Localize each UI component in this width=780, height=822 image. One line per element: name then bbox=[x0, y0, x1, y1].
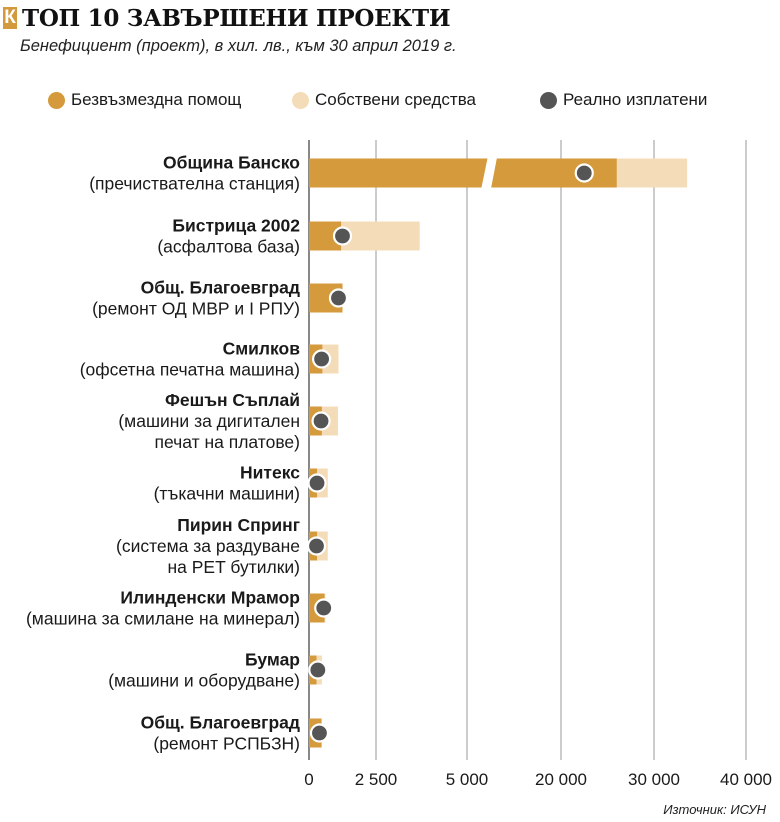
paid-dot bbox=[306, 536, 327, 556]
source-note: Източник: ИСУН bbox=[663, 802, 766, 817]
paid-dot bbox=[309, 723, 330, 743]
legend-label-own: Собствени средства bbox=[315, 90, 477, 109]
x-tick-label: 40 000 bbox=[720, 770, 772, 789]
paid-dot bbox=[311, 349, 332, 369]
category-description: (офсетна печатна машина) bbox=[80, 360, 300, 380]
category-name: Общ. Благоевград bbox=[141, 278, 300, 298]
x-tick-label: 5 000 bbox=[446, 770, 489, 789]
paid-dot bbox=[328, 288, 349, 308]
category-name: Пирин Спринг bbox=[177, 515, 300, 535]
paid-dot bbox=[307, 473, 327, 493]
x-tick-label: 30 000 bbox=[628, 770, 680, 789]
category-description: (тъкачни машини) bbox=[154, 484, 300, 504]
category-description: (машини и оборудване) bbox=[108, 671, 300, 691]
chart-legend: Безвъзмездна помощ Собствени средства Ре… bbox=[0, 90, 780, 116]
x-tick-label: 20 000 bbox=[535, 770, 587, 789]
paid-dot bbox=[574, 163, 594, 183]
legend-swatch-own bbox=[292, 91, 309, 109]
legend-label-grant: Безвъзмездна помощ bbox=[71, 90, 242, 109]
x-tick-label: 2 500 bbox=[355, 770, 398, 789]
chart-subtitle: Бенефициент (проект), в хил. лв., към 30… bbox=[20, 37, 457, 55]
paid-dot bbox=[314, 598, 334, 618]
axis-break-mark bbox=[482, 157, 497, 189]
bar-own-funds bbox=[341, 221, 420, 251]
x-tick-label: 0 bbox=[304, 770, 313, 789]
category-description: (ремонт РСПБЗН) bbox=[153, 734, 300, 754]
legend-item-own: Собствени средства bbox=[292, 90, 476, 110]
legend-item-paid: Реално изплатени bbox=[540, 90, 707, 110]
category-description: (асфалтова база) bbox=[157, 237, 300, 257]
paid-dot bbox=[308, 660, 328, 680]
bar-own-funds bbox=[616, 158, 688, 188]
legend-item-grant: Безвъзмездна помощ bbox=[48, 90, 241, 110]
category-description: (машина за смилане на минерал) bbox=[26, 609, 300, 629]
category-name: Илинденски Мрамор bbox=[120, 588, 300, 608]
category-name: Бистрица 2002 bbox=[172, 216, 300, 236]
category-description: печат на платове) bbox=[155, 432, 300, 452]
brand-logo: К bbox=[3, 7, 17, 29]
paid-dot bbox=[311, 411, 331, 431]
chart-header: К ТОП 10 ЗАВЪРШЕНИ ПРОЕКТИ bbox=[3, 4, 451, 32]
legend-swatch-grant bbox=[48, 91, 65, 109]
chart-title: ТОП 10 ЗАВЪРШЕНИ ПРОЕКТИ bbox=[22, 4, 451, 32]
category-description: (пречиствателна станция) bbox=[89, 174, 300, 194]
category-description: (система за раздуване bbox=[116, 536, 300, 556]
category-name: Бумар bbox=[245, 650, 300, 670]
category-name: Община Банско bbox=[163, 153, 300, 173]
category-name: Общ. Благоевград bbox=[141, 713, 300, 733]
legend-swatch-paid bbox=[540, 91, 557, 109]
axis-break-line bbox=[481, 158, 489, 188]
category-name: Смилков bbox=[223, 339, 301, 359]
category-description: на PET бутилки) bbox=[168, 557, 301, 577]
legend-label-paid: Реално изплатени bbox=[563, 90, 708, 109]
paid-dot bbox=[332, 226, 353, 246]
bar-grant bbox=[309, 158, 617, 188]
category-description: (машини за дигитален bbox=[118, 411, 300, 431]
category-name: Нитекс bbox=[240, 463, 300, 483]
category-name: Фешън Съплай bbox=[165, 390, 300, 410]
bar-chart: 0 2 500 5 000 20 000 30 000 40 000 Община Банс… bbox=[26, 140, 772, 789]
category-description: (ремонт ОД МВР и I РПУ) bbox=[92, 299, 300, 319]
